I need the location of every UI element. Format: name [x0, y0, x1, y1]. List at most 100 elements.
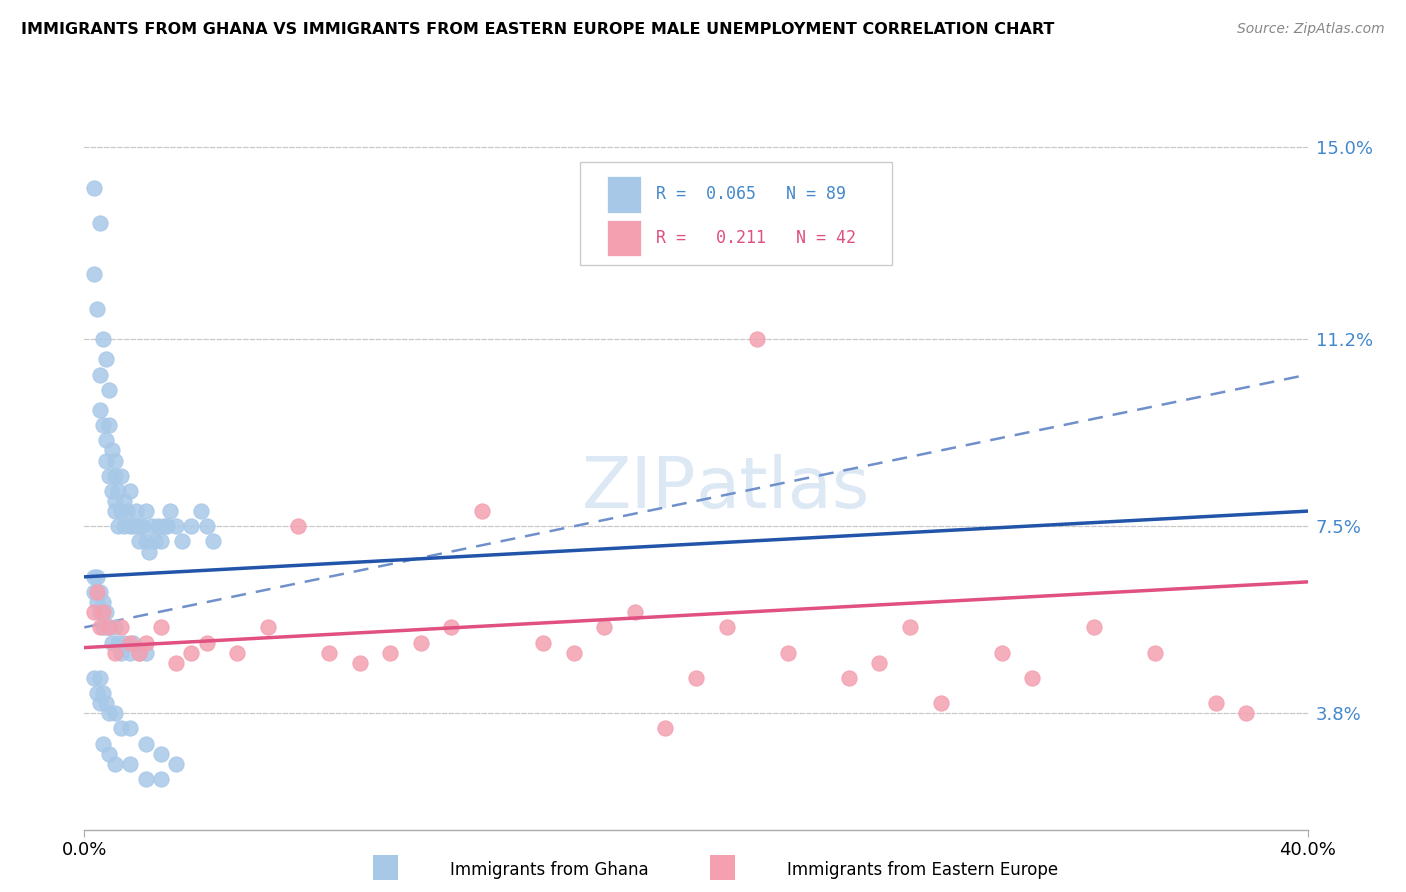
Point: [1143, 646, 1166, 660]
Point: [143, 534, 166, 549]
Point: [138, 544, 160, 558]
Point: [107, 483, 129, 498]
Text: R =  0.065   N = 89: R = 0.065 N = 89: [655, 186, 845, 203]
Point: [120, 519, 142, 533]
Point: [593, 620, 616, 634]
Point: [122, 519, 145, 533]
Point: [107, 519, 129, 533]
Point: [201, 534, 224, 549]
Point: [83, 180, 105, 194]
Point: [120, 756, 142, 771]
Point: [97, 620, 120, 634]
Point: [86, 686, 108, 700]
Point: [110, 468, 132, 483]
Text: IMMIGRANTS FROM GHANA VS IMMIGRANTS FROM EASTERN EUROPE MALE UNEMPLOYMENT CORREL: IMMIGRANTS FROM GHANA VS IMMIGRANTS FROM…: [21, 22, 1054, 37]
Point: [531, 635, 554, 649]
Point: [929, 696, 952, 710]
Point: [97, 747, 120, 761]
Point: [135, 646, 157, 660]
Point: [287, 519, 309, 533]
Point: [165, 656, 187, 670]
Point: [94, 696, 117, 710]
Point: [104, 620, 127, 634]
Point: [104, 468, 127, 483]
Point: [869, 656, 891, 670]
Point: [104, 453, 127, 467]
Text: Source: ZipAtlas.com: Source: ZipAtlas.com: [1237, 22, 1385, 37]
Point: [685, 671, 707, 685]
Point: [101, 483, 124, 498]
Point: [1236, 706, 1258, 721]
Text: atlas: atlas: [696, 454, 870, 523]
Point: [128, 519, 150, 533]
Point: [112, 519, 135, 533]
Text: Immigrants from Ghana: Immigrants from Ghana: [450, 861, 648, 879]
Point: [89, 605, 111, 619]
Point: [195, 519, 218, 533]
FancyBboxPatch shape: [606, 176, 641, 212]
Point: [190, 504, 212, 518]
Point: [91, 332, 114, 346]
Point: [146, 519, 169, 533]
Point: [153, 519, 176, 533]
Point: [159, 504, 181, 518]
Point: [172, 534, 194, 549]
Point: [135, 635, 157, 649]
Point: [89, 620, 111, 634]
Point: [180, 519, 202, 533]
Point: [991, 646, 1014, 660]
Point: [89, 403, 111, 417]
Point: [110, 620, 132, 634]
Point: [380, 646, 402, 660]
Point: [83, 570, 105, 584]
Point: [89, 216, 111, 230]
Point: [349, 656, 371, 670]
Point: [112, 494, 135, 508]
Point: [128, 534, 150, 549]
Point: [898, 620, 921, 634]
Point: [1083, 620, 1105, 634]
Point: [135, 534, 157, 549]
FancyBboxPatch shape: [579, 162, 891, 265]
Point: [125, 504, 148, 518]
Point: [115, 504, 138, 518]
Point: [101, 443, 124, 458]
Point: [1021, 671, 1043, 685]
Point: [128, 646, 150, 660]
Point: [624, 605, 647, 619]
Point: [89, 585, 111, 599]
Point: [83, 585, 105, 599]
Point: [104, 706, 127, 721]
Point: [318, 646, 340, 660]
Point: [135, 772, 157, 786]
Point: [776, 646, 799, 660]
Point: [112, 635, 135, 649]
Point: [94, 352, 117, 367]
Point: [747, 332, 769, 346]
Point: [89, 671, 111, 685]
Text: R =   0.211   N = 42: R = 0.211 N = 42: [655, 229, 856, 247]
Point: [149, 747, 172, 761]
FancyBboxPatch shape: [606, 219, 641, 256]
Point: [110, 504, 132, 518]
Point: [120, 722, 142, 736]
Text: Immigrants from Eastern Europe: Immigrants from Eastern Europe: [787, 861, 1059, 879]
Point: [838, 671, 860, 685]
Point: [83, 267, 105, 281]
Text: ZIP: ZIP: [582, 454, 696, 523]
Point: [149, 620, 172, 634]
Point: [97, 418, 120, 433]
Point: [97, 468, 120, 483]
Point: [91, 605, 114, 619]
Point: [120, 483, 142, 498]
Point: [91, 418, 114, 433]
Point: [120, 635, 142, 649]
Point: [135, 737, 157, 751]
Point: [94, 620, 117, 634]
Point: [94, 453, 117, 467]
Point: [91, 737, 114, 751]
Point: [562, 646, 585, 660]
Point: [654, 722, 676, 736]
Point: [91, 620, 114, 634]
Point: [149, 534, 172, 549]
